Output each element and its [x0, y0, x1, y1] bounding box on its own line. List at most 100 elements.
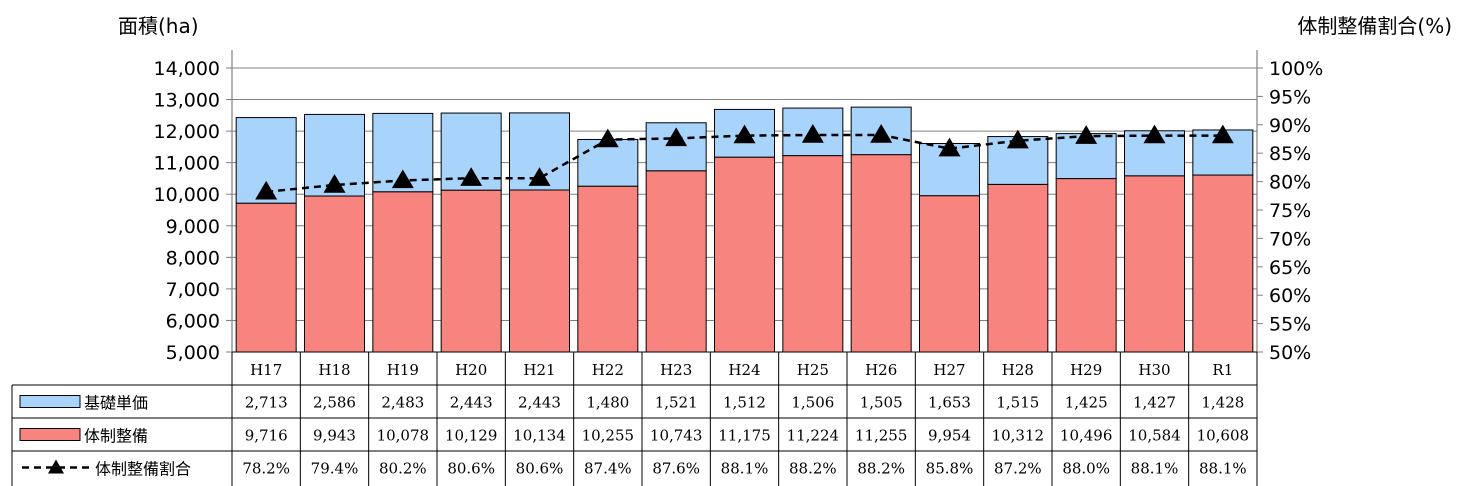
left-tick-label: 5,000 — [166, 342, 220, 364]
data-cell: 10,584 — [1128, 427, 1181, 445]
data-cell: 87.6% — [652, 460, 700, 478]
data-cell: 2,443 — [518, 394, 561, 412]
data-cell: 1,480 — [586, 394, 629, 412]
right-tick-label: 60% — [1269, 285, 1311, 307]
legend-label: 体制整備 — [84, 427, 148, 446]
data-cell: 2,586 — [313, 394, 356, 412]
data-cell: 10,312 — [992, 427, 1045, 445]
data-cell: 78.2% — [242, 460, 290, 478]
data-cell: 11,175 — [718, 427, 771, 445]
right-tick-label: 65% — [1269, 257, 1311, 279]
left-tick-label: 9,000 — [166, 216, 220, 238]
data-cell: 1,425 — [1065, 394, 1108, 412]
data-cell: 1,505 — [860, 394, 903, 412]
right-tick-label: 85% — [1269, 143, 1311, 165]
ratio-point-marker — [1211, 124, 1234, 144]
data-cell: 9,954 — [928, 427, 971, 445]
legend-key-marker — [48, 459, 64, 474]
bar-taisei-seibi — [782, 155, 844, 353]
ratio-point-marker — [323, 174, 346, 193]
bar-kiso-tanka — [987, 136, 1049, 185]
bar-taisei-seibi — [440, 189, 502, 353]
bar-taisei-seibi — [987, 183, 1049, 353]
ratio-point-marker — [528, 167, 551, 186]
bar-taisei-seibi — [577, 185, 639, 353]
category-label: H28 — [1002, 361, 1034, 379]
ratio-point-marker — [1143, 124, 1166, 144]
bar-taisei-seibi — [714, 156, 775, 353]
ratio-point-marker — [460, 167, 483, 186]
category-label: R1 — [1212, 361, 1233, 379]
data-cell: 10,134 — [513, 427, 566, 445]
data-cell: 9,943 — [313, 427, 356, 445]
legend-key-swatch — [19, 428, 81, 441]
data-cell: 10,743 — [650, 427, 703, 445]
left-tick-label: 13,000 — [154, 90, 220, 112]
data-cell: 85.8% — [926, 460, 974, 478]
ratio-point-marker — [596, 128, 619, 148]
data-cell: 88.1% — [721, 460, 769, 478]
ratio-point-marker — [801, 124, 824, 143]
right-tick-label: 95% — [1269, 86, 1311, 108]
right-tick-label: 50% — [1269, 342, 1311, 364]
bar-taisei-seibi — [509, 189, 570, 353]
data-cell: 10,496 — [1060, 427, 1113, 445]
bar-taisei-seibi — [919, 195, 980, 353]
data-cell: 1,427 — [1133, 394, 1176, 412]
right-tick-label: 90% — [1269, 115, 1311, 137]
data-cell: 9,716 — [245, 427, 288, 445]
bar-taisei-seibi — [1192, 174, 1254, 353]
data-cell: 80.2% — [379, 460, 427, 478]
legend-label: 基礎単価 — [84, 394, 148, 413]
category-label: H18 — [318, 361, 350, 379]
left-tick-label: 10,000 — [154, 184, 220, 206]
ratio-point-marker — [665, 127, 688, 147]
category-label: H22 — [592, 361, 624, 379]
data-cell: 88.2% — [789, 460, 837, 478]
category-label: H20 — [455, 361, 487, 379]
right-tick-label: 70% — [1269, 228, 1311, 250]
bar-taisei-seibi — [1124, 175, 1185, 353]
category-label: H24 — [728, 361, 760, 379]
left-tick-label: 11,000 — [154, 153, 220, 175]
ratio-point-marker — [938, 137, 961, 157]
ratio-point-marker — [1006, 129, 1029, 149]
data-cell: 79.4% — [311, 460, 359, 478]
right-tick-label: 55% — [1269, 314, 1311, 336]
bars — [235, 106, 1254, 353]
data-cell: 1,653 — [928, 394, 971, 412]
data-cell: 80.6% — [447, 460, 495, 478]
data-cell: 1,515 — [996, 394, 1039, 412]
left-tick-label: 14,000 — [154, 58, 220, 80]
data-cell: 10,255 — [582, 427, 635, 445]
data-cell: 2,443 — [450, 394, 493, 412]
data-cell: 2,483 — [381, 394, 424, 412]
category-label: H26 — [865, 361, 897, 379]
ratio-series-line — [266, 133, 1223, 194]
data-cell: 87.2% — [994, 460, 1042, 478]
right-tick-label: 75% — [1269, 200, 1311, 222]
right-axis-title: 体制整備割合(%) — [1297, 14, 1452, 38]
bar-taisei-seibi — [372, 191, 434, 353]
left-tick-label: 6,000 — [166, 310, 220, 332]
data-cell: 87.4% — [584, 460, 632, 478]
left-tick-label: 12,000 — [154, 121, 220, 143]
left-tick-label: 7,000 — [166, 279, 220, 301]
data-cell: 11,224 — [787, 427, 840, 445]
category-label: H23 — [660, 361, 692, 379]
left-axis-title: 面積(ha) — [118, 14, 199, 38]
data-table: H17 H18 H19 H20 H21 H22 H23 H24 H25 H26 H27 H28 H29 H… — [11, 351, 1258, 486]
data-cell: 1,521 — [655, 394, 698, 412]
legend-key-swatch — [19, 395, 81, 408]
bar-taisei-seibi — [304, 195, 365, 353]
data-cell: 80.6% — [516, 460, 564, 478]
data-cell: 88.0% — [1062, 460, 1110, 478]
bar-taisei-seibi — [235, 202, 297, 353]
data-cell: 11,255 — [855, 427, 908, 445]
ratio-point-marker — [391, 169, 414, 189]
data-cell: 1,428 — [1201, 394, 1244, 412]
data-cell: 1,512 — [723, 394, 766, 412]
category-label: H29 — [1070, 361, 1102, 379]
category-label: H30 — [1138, 361, 1170, 379]
